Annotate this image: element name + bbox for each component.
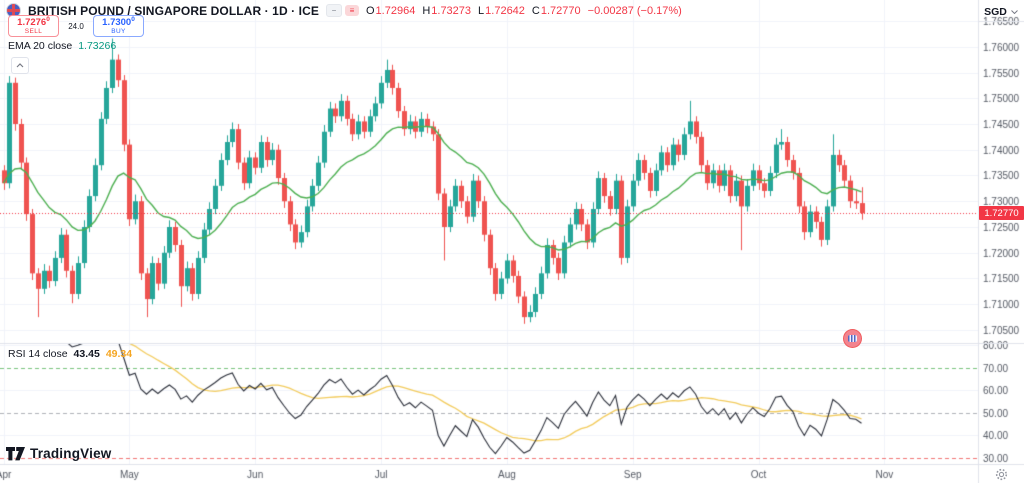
low-label: L: [478, 4, 485, 17]
trade-widget: 1.72760 SELL 24.0 1.73000 BUY: [8, 15, 144, 37]
ema-legend-label: EMA 20 close: [8, 40, 73, 52]
chevron-down-icon: [1011, 9, 1018, 14]
close-label: C: [531, 4, 540, 17]
currency-label: SGD: [984, 5, 1007, 18]
buy-button[interactable]: 1.73000 BUY: [93, 15, 144, 37]
axis-settings-button[interactable]: [978, 465, 1024, 483]
watermark-text: TradingView: [30, 446, 112, 461]
high-label: H: [422, 4, 431, 17]
sell-button-label: SELL: [24, 27, 43, 35]
spread-value: 24.0: [68, 21, 84, 31]
change-value: −0.00287 (−0.17%): [587, 4, 682, 17]
rsi-value: 43.45: [73, 348, 100, 360]
tradingview-logo-icon: [6, 446, 25, 460]
high-value: 1.73273: [431, 4, 472, 17]
chevron-up-icon: [16, 63, 24, 68]
ema-legend[interactable]: EMA 20 close 1.73266: [8, 40, 116, 52]
low-value: 1.72642: [485, 4, 525, 17]
legend-collapse-button[interactable]: [11, 57, 29, 74]
market-status-minus-icon[interactable]: −: [325, 4, 342, 17]
open-value: 1.72964: [375, 4, 416, 17]
rsi-legend-label: RSI 14 close: [8, 348, 68, 360]
sell-price: 1.7276: [17, 17, 47, 29]
sell-button[interactable]: 1.72760 SELL: [8, 15, 59, 37]
close-value: 1.72770: [540, 4, 581, 17]
buy-price-sup: 0: [131, 15, 135, 23]
ohlc-values: O1.72964 H1.73273 L1.72642 C1.72770 −0.0…: [366, 5, 682, 17]
tradingview-watermark[interactable]: TradingView: [6, 446, 111, 461]
buy-price: 1.7300: [102, 17, 132, 29]
ema-legend-value: 1.73266: [78, 40, 117, 52]
rsi-ma-value: 49.34: [105, 348, 133, 360]
emoji-sticker[interactable]: [843, 329, 862, 348]
gear-icon: [995, 468, 1007, 480]
last-price-axis-label: 1.72770: [979, 206, 1024, 220]
market-status-badges[interactable]: − ≡: [325, 4, 359, 17]
open-label: O: [365, 4, 375, 17]
emoji-sticker-face: [848, 335, 857, 342]
buy-button-label: BUY: [111, 27, 126, 35]
currency-selector[interactable]: SGD: [979, 3, 1023, 20]
sell-price-sup: 0: [46, 15, 50, 23]
symbol-header: BRITISH POUND / SINGAPORE DOLLAR · 1D · …: [6, 3, 682, 18]
symbol-title[interactable]: BRITISH POUND / SINGAPORE DOLLAR · 1D · …: [28, 3, 319, 18]
delayed-data-icon[interactable]: ≡: [344, 5, 359, 16]
rsi-legend[interactable]: RSI 14 close 43.45 49.34: [8, 348, 132, 360]
